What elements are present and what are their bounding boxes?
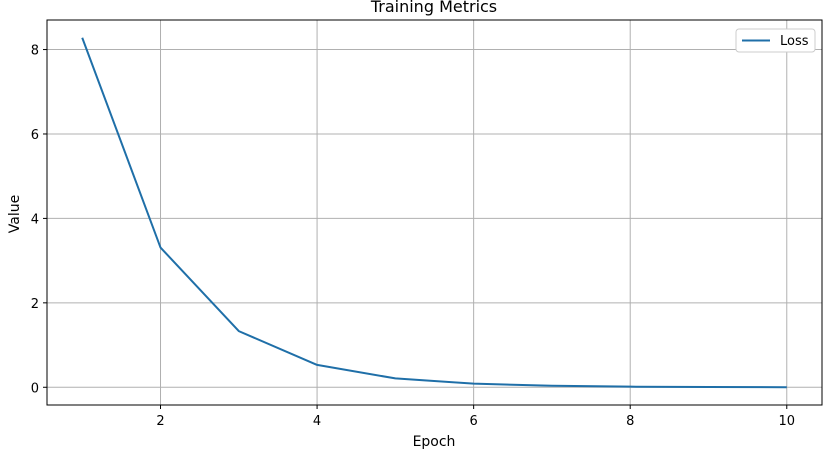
x-tick-label: 6 [470, 414, 478, 429]
ticks-layer: 2 4 6 8 10 0 2 4 6 8 [31, 44, 795, 429]
x-tick-label: 4 [313, 414, 321, 429]
x-tick-label: 10 [778, 414, 795, 429]
y-tick-label: 2 [31, 297, 39, 312]
x-axis-label: Epoch [413, 434, 456, 450]
x-tick-label: 8 [626, 414, 634, 429]
y-tick-label: 0 [31, 381, 39, 396]
series-layer [81, 37, 787, 389]
y-axis-label: Value [7, 195, 23, 233]
chart-title: Training Metrics [370, 0, 497, 16]
legend: Loss [735, 28, 816, 53]
plot-frame [46, 19, 823, 406]
loss-series-line [81, 37, 787, 389]
x-tick-label: 2 [156, 414, 164, 429]
y-tick-label: 6 [31, 128, 39, 143]
legend-label: Loss [780, 34, 809, 49]
y-tick-label: 8 [31, 44, 39, 59]
y-tick-label: 4 [31, 212, 39, 227]
legend-box [735, 28, 816, 53]
grid-lines [47, 20, 822, 405]
